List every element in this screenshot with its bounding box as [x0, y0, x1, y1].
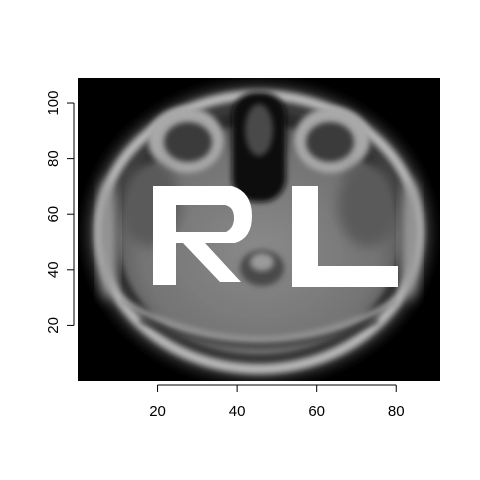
- y-tick-label: 20: [45, 317, 62, 334]
- mri-image: [78, 78, 440, 381]
- letter-r: [153, 186, 252, 285]
- letter-l: [292, 186, 398, 287]
- x-tick-label: 40: [229, 403, 246, 420]
- y-axis: 20 40 60 80 100: [45, 91, 75, 334]
- y-tick-label: 60: [45, 206, 62, 223]
- y-tick-label: 80: [45, 150, 62, 167]
- x-tick-label: 60: [308, 403, 325, 420]
- x-axis: 20 40 60 80: [149, 384, 405, 420]
- x-tick-label: 20: [149, 403, 166, 420]
- y-tick-label: 100: [45, 91, 62, 116]
- x-tick-label: 80: [388, 403, 405, 420]
- letter-overlay: [153, 186, 398, 287]
- y-tick-label: 40: [45, 261, 62, 278]
